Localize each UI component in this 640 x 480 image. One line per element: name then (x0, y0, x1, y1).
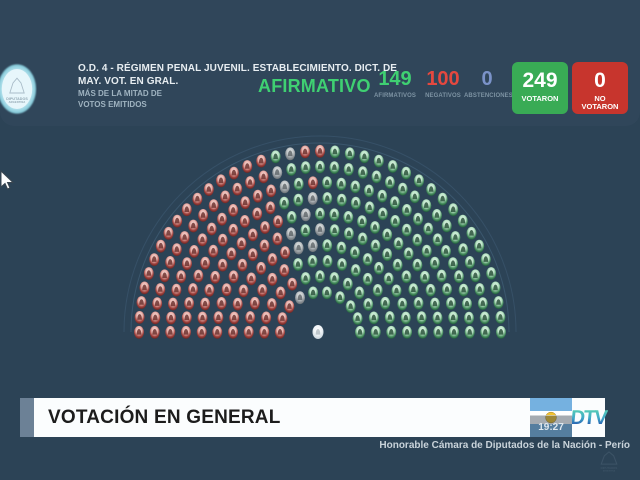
svg-text:DTV: DTV (572, 407, 608, 429)
svg-text:ARGENTINA: ARGENTINA (603, 470, 616, 473)
svg-text:DIPUTADOS: DIPUTADOS (601, 466, 618, 470)
